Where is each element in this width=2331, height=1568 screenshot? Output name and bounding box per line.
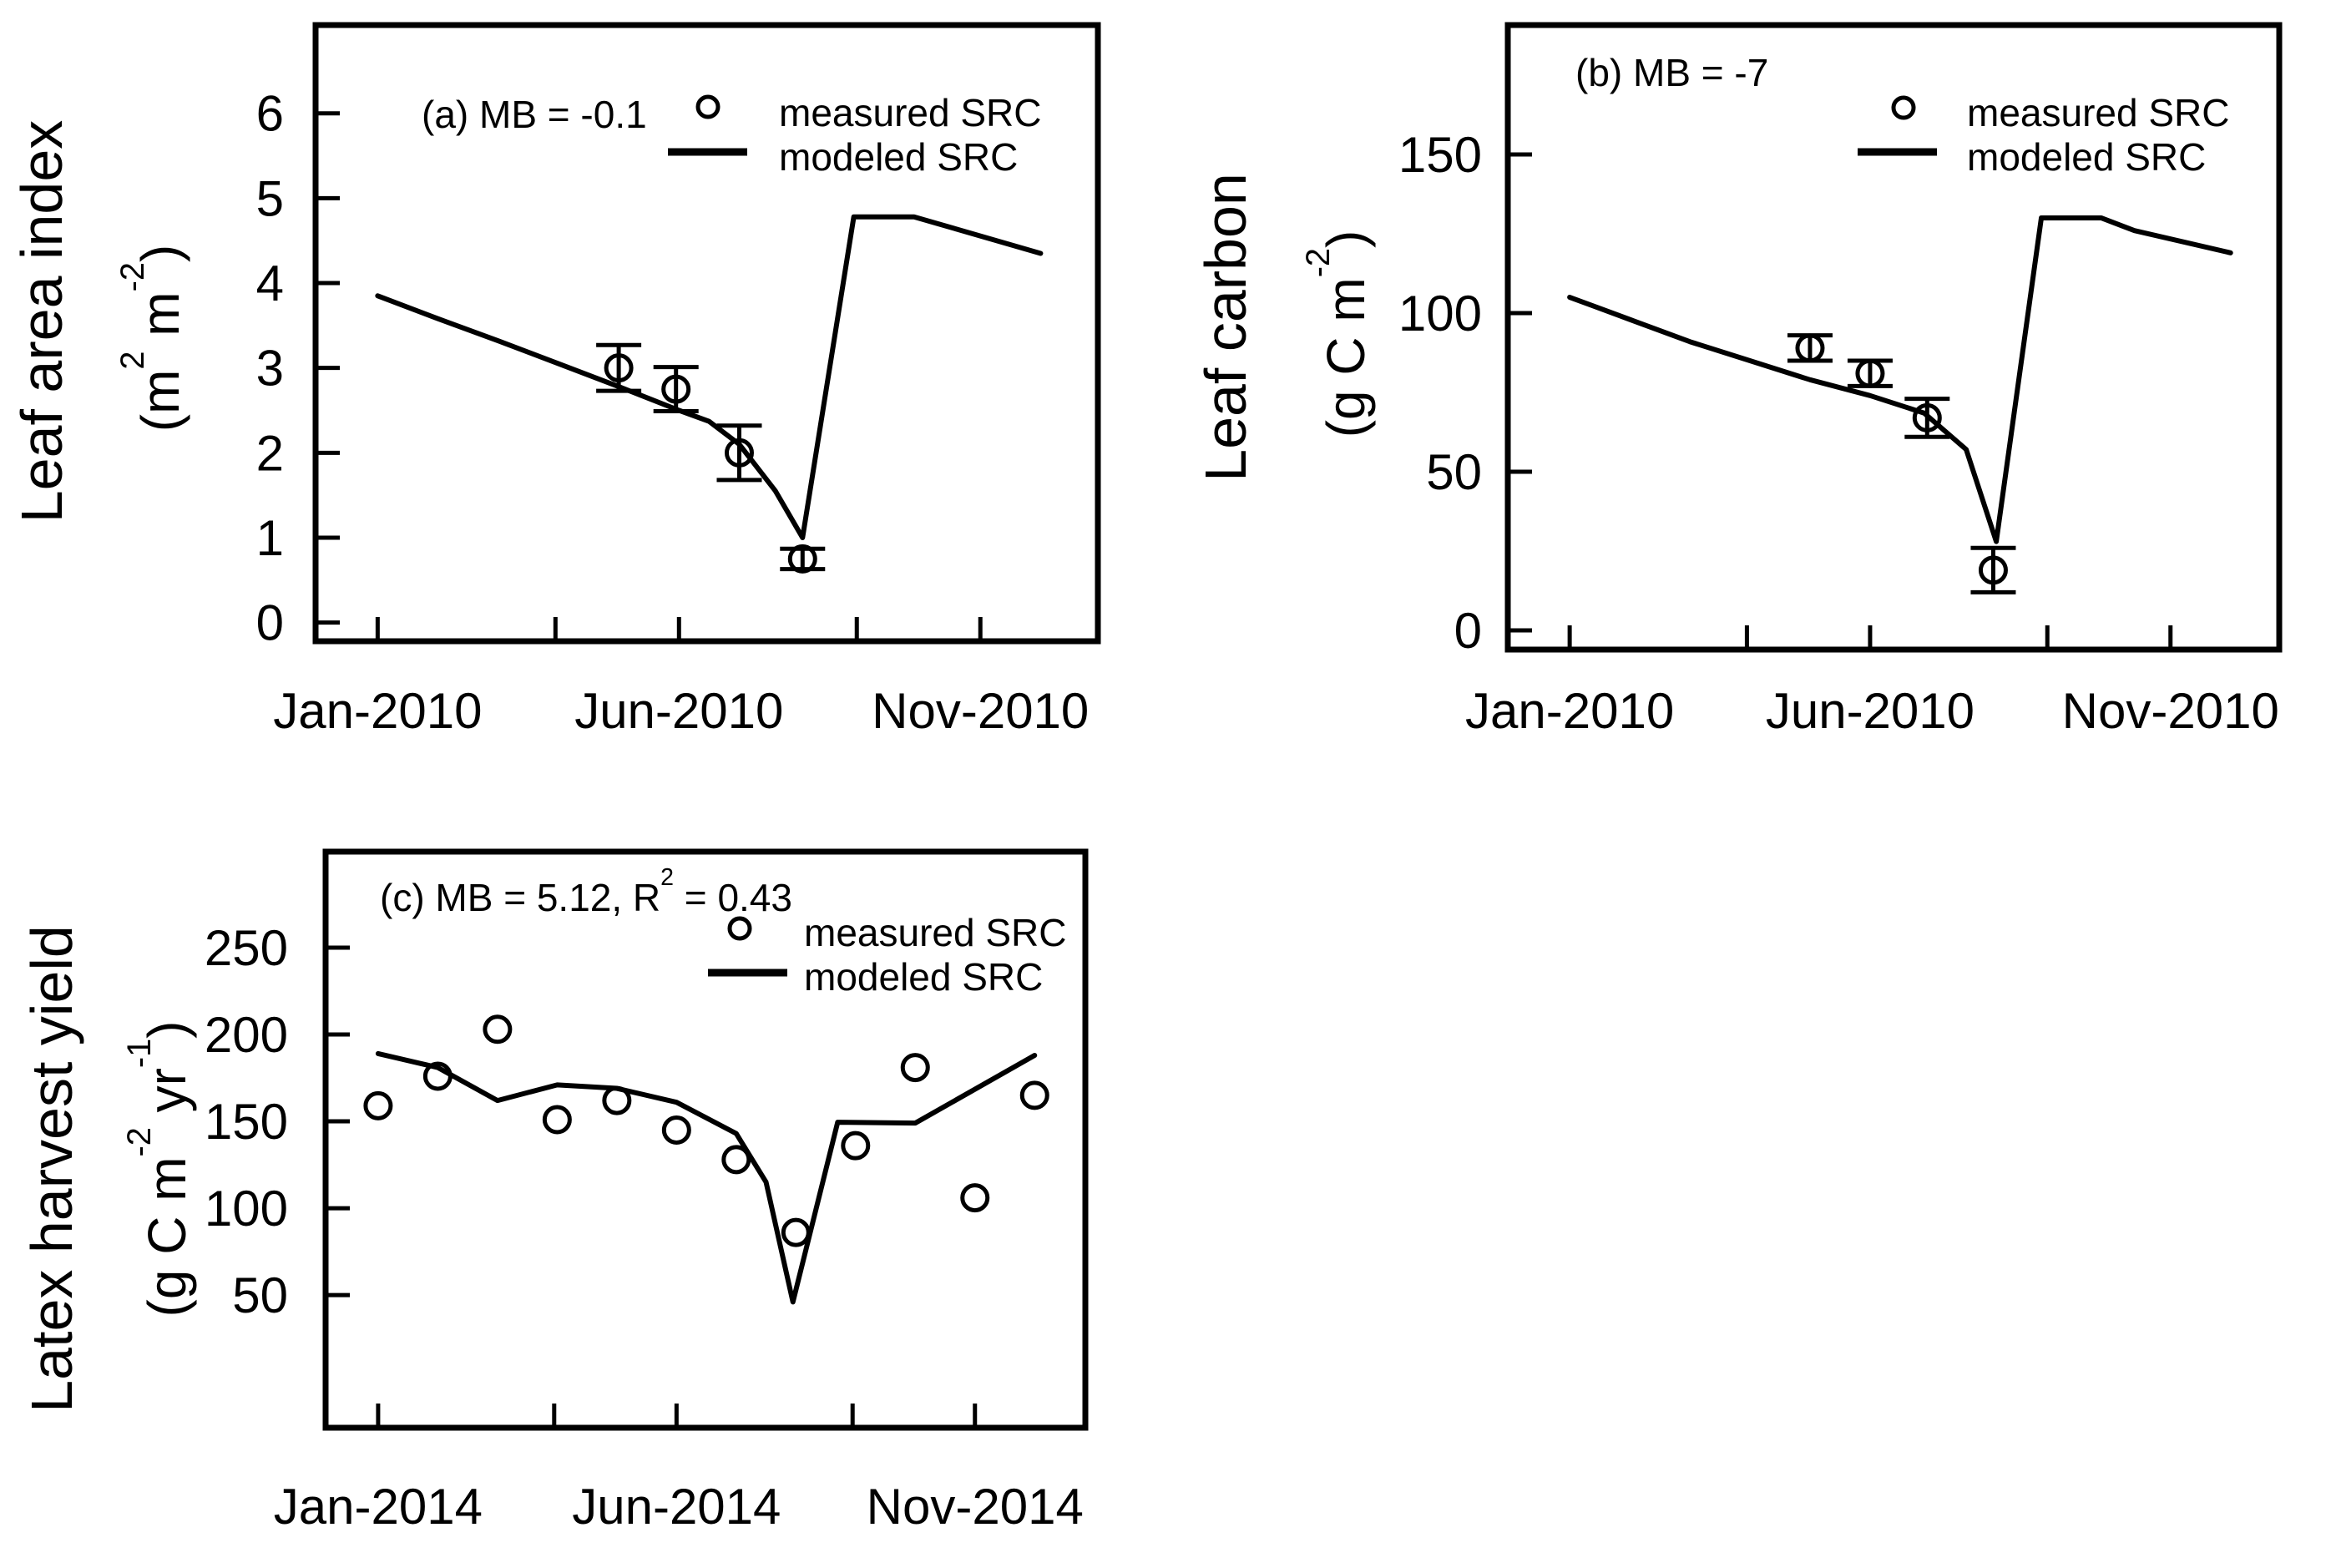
panel-c-y-axis-title: Latex harvest yield bbox=[19, 925, 84, 1413]
x-tick-label: Jun-2014 bbox=[572, 1479, 781, 1535]
y-tick-label: 100 bbox=[1398, 286, 1482, 341]
measured-point bbox=[363, 1090, 393, 1120]
modeled-line bbox=[375, 1050, 1038, 1305]
measured-point bbox=[1855, 358, 1885, 388]
x-tick-label: Nov-2010 bbox=[2062, 683, 2279, 739]
measured-point bbox=[483, 1014, 513, 1044]
y-tick-label: 5 bbox=[256, 170, 284, 226]
legend-measured-marker-icon bbox=[695, 94, 721, 119]
panel-c-legend-measured-label: measured SRC bbox=[804, 911, 1067, 954]
y-tick-label: 6 bbox=[256, 86, 284, 142]
measured-point bbox=[661, 1115, 691, 1145]
measured-point bbox=[602, 1085, 632, 1115]
x-tick-label: Jun-2010 bbox=[1766, 683, 1975, 739]
panel-c-plot: 50 100 150 200 250 Jan-2014 Jun-2014 Nov-2014 bbox=[205, 848, 1089, 1535]
plot-border bbox=[1504, 22, 2283, 653]
measured-point bbox=[604, 353, 634, 383]
legend-measured-marker-icon bbox=[727, 916, 752, 941]
panel-b-legend-modeled-label: modeled SRC bbox=[1967, 135, 2207, 179]
y-tick-label: 50 bbox=[1426, 444, 1482, 500]
x-tick-label: Jan-2014 bbox=[274, 1479, 483, 1535]
measured-point bbox=[422, 1061, 453, 1091]
modeled-line bbox=[1567, 215, 2233, 544]
y-tick-label: 150 bbox=[1398, 127, 1482, 183]
y-tick-label: 4 bbox=[256, 255, 284, 311]
measured-point bbox=[724, 438, 754, 468]
y-tick-label: 0 bbox=[1454, 603, 1482, 659]
measured-point bbox=[1978, 555, 2008, 585]
measured-point bbox=[900, 1053, 930, 1083]
panel-b-y-axis-unit: (g C m-2) bbox=[1299, 230, 1376, 438]
panel-b-annotation: (b) MB = -7 bbox=[1575, 51, 1769, 94]
x-tick-label: Jan-2010 bbox=[273, 683, 482, 739]
measured-point bbox=[781, 1217, 811, 1247]
x-tick-label: Nov-2014 bbox=[867, 1479, 1084, 1535]
measured-point bbox=[721, 1145, 751, 1175]
panel-c-legend-modeled-label: modeled SRC bbox=[804, 955, 1044, 999]
plot-border bbox=[312, 22, 1101, 645]
y-tick-label: 2 bbox=[256, 425, 284, 481]
panel-a-y-axis-unit: (m2 m-2) bbox=[114, 244, 190, 432]
legend-measured-marker-icon bbox=[1891, 95, 1916, 120]
panel-c-annotation: (c) MB = 5.12, R2 = 0.43 bbox=[380, 864, 792, 919]
x-tick-label: Jan-2010 bbox=[1465, 683, 1674, 739]
y-tick-label: 0 bbox=[256, 595, 284, 651]
panel-a-y-axis-title: Leaf area index bbox=[9, 119, 74, 524]
x-tick-label: Nov-2010 bbox=[872, 683, 1089, 739]
plot-border bbox=[322, 848, 1089, 1431]
y-tick-label: 50 bbox=[232, 1267, 288, 1323]
y-tick-label: 200 bbox=[205, 1007, 288, 1063]
measured-point bbox=[787, 544, 817, 574]
measured-point bbox=[542, 1105, 572, 1135]
y-tick-label: 1 bbox=[256, 510, 284, 566]
panel-a-annotation: (a) MB = -0.1 bbox=[422, 93, 647, 136]
y-tick-label: 3 bbox=[256, 341, 284, 397]
panel-b-plot: 0 50 100 150 Jan-2010 Jun-2010 Nov-2010 bbox=[1398, 22, 2283, 739]
measured-point bbox=[960, 1183, 990, 1213]
measured-point bbox=[1795, 333, 1825, 363]
y-tick-label: 250 bbox=[205, 920, 288, 976]
y-tick-label: 100 bbox=[205, 1181, 288, 1237]
y-tick-label: 150 bbox=[205, 1094, 288, 1150]
modeled-line bbox=[375, 214, 1044, 540]
panel-b-y-axis-title: Leaf carbon bbox=[1193, 173, 1258, 482]
panel-c-y-axis-unit: (g C m-2 yr-1) bbox=[120, 1020, 197, 1318]
panel-b-legend-measured-label: measured SRC bbox=[1967, 91, 2230, 134]
measured-point bbox=[841, 1130, 871, 1161]
x-tick-label: Jun-2010 bbox=[574, 683, 783, 739]
measured-point bbox=[1019, 1080, 1049, 1110]
panel-a-legend-measured-label: measured SRC bbox=[779, 91, 1042, 134]
measured-point bbox=[661, 374, 691, 404]
panel-a-plot: 0 1 2 3 4 5 6 Jan-2010 Jun-2010 Nov-2010 bbox=[256, 22, 1101, 739]
measured-point bbox=[1912, 402, 1942, 432]
panel-a-legend-modeled-label: modeled SRC bbox=[779, 135, 1019, 179]
